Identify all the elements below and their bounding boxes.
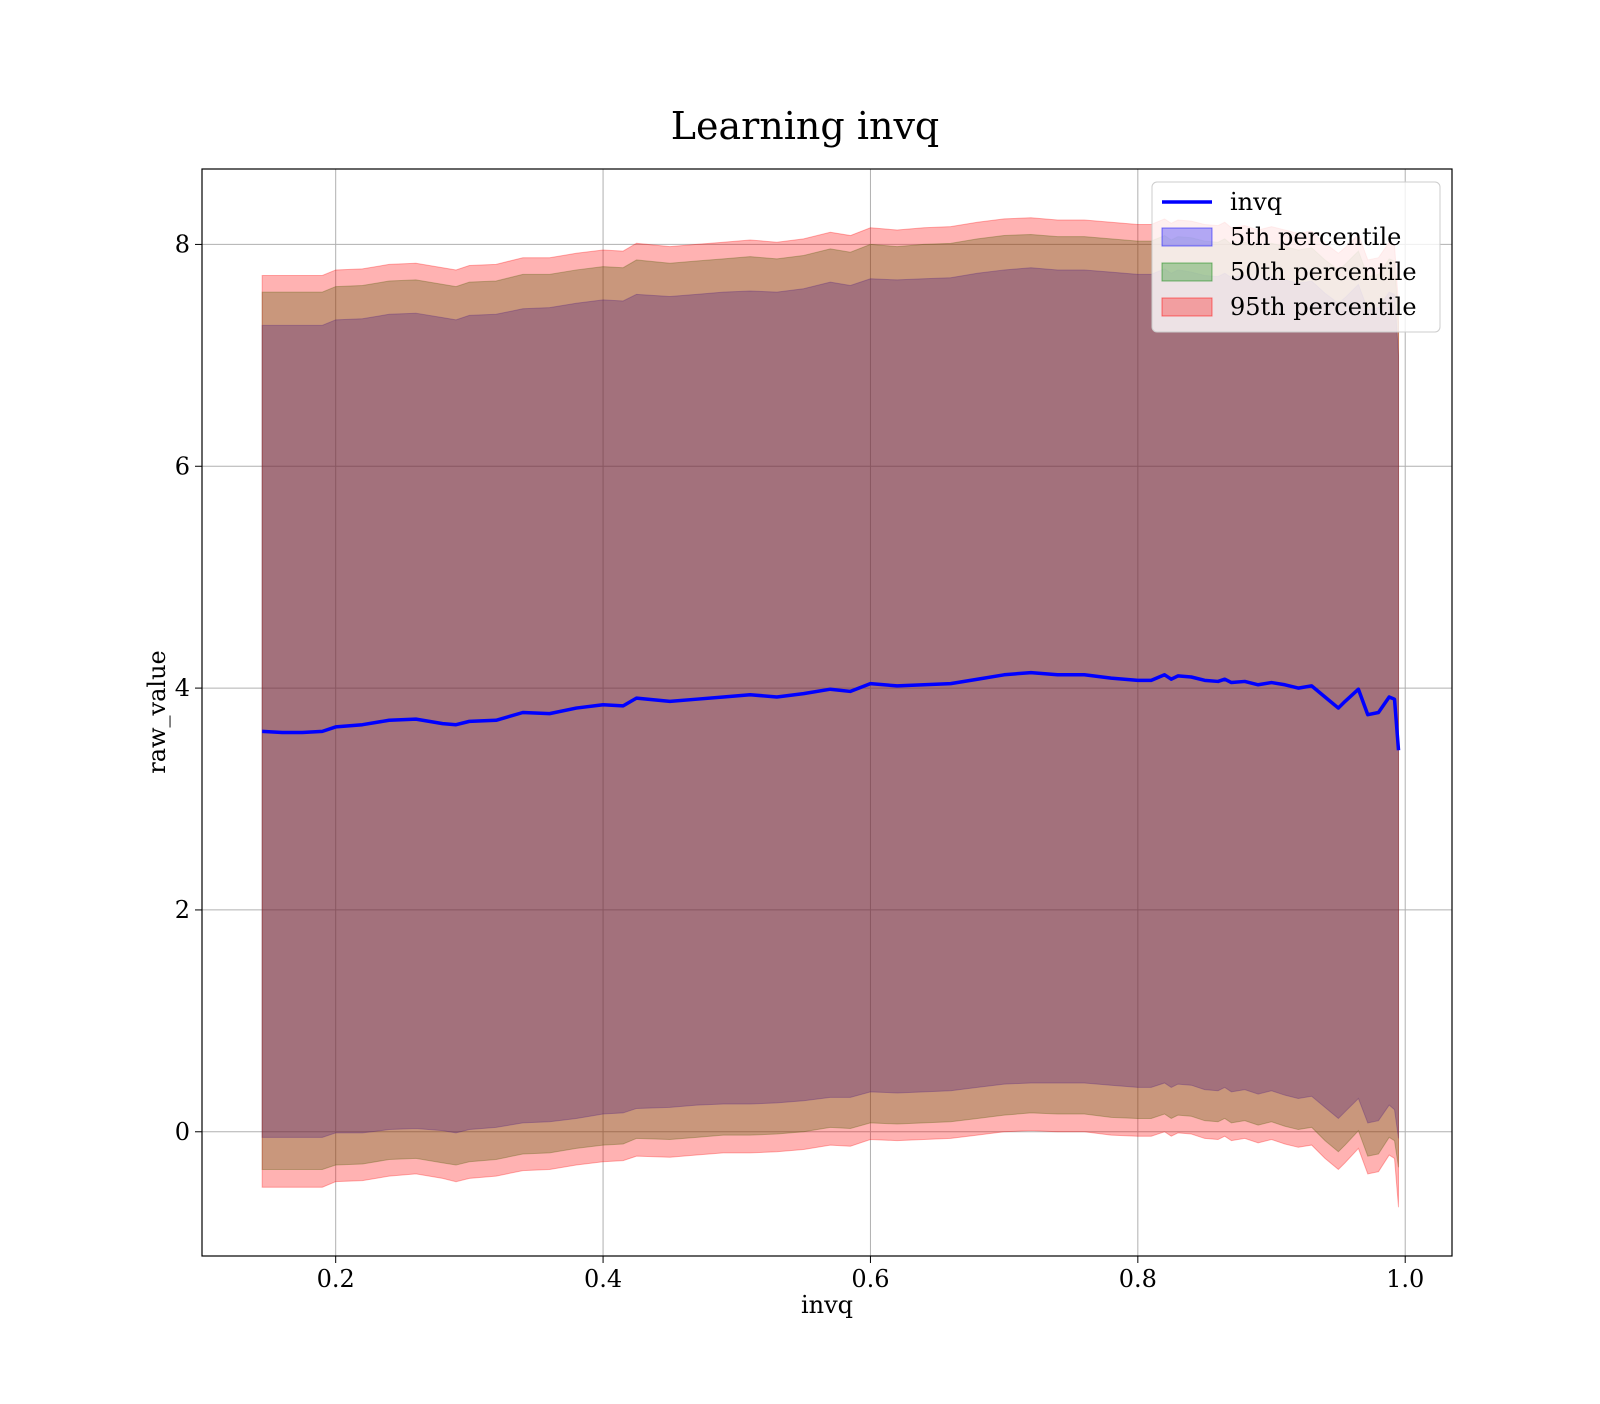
y-tick-label: 0 [175, 1118, 190, 1146]
legend-band-swatch [1161, 227, 1213, 247]
percentile-band-1 [261, 267, 1400, 1139]
y-axis-ticks: 0 2 4 6 8 [175, 230, 202, 1146]
y-tick-label: 2 [175, 896, 190, 924]
series-line-invq [262, 670, 1401, 751]
percentile-band-2 [261, 233, 1400, 1170]
legend-label: 5th percentile [1230, 223, 1401, 251]
x-tick-label: 0.6 [851, 1265, 889, 1293]
legend-items: invq 5th percentile 50th percentile 95th pe… [1161, 188, 1417, 321]
legend-box [1151, 181, 1441, 333]
legend-label: invq [1230, 188, 1282, 216]
legend: invq 5th percentile 50th percentile 95th pe… [1151, 181, 1441, 333]
chart-title: Learning invq [671, 104, 939, 148]
percentile-band-3 [261, 217, 1400, 1208]
series-lines [262, 670, 1401, 751]
legend-band-swatch [1161, 262, 1213, 282]
x-tick-label: 1.0 [1386, 1265, 1424, 1293]
legend-label: 95th percentile [1230, 293, 1417, 321]
y-tick-label: 8 [175, 230, 190, 258]
y-tick-label: 4 [175, 674, 190, 702]
legend-label: 50th percentile [1230, 258, 1417, 286]
x-tick-label: 0.8 [1119, 1265, 1157, 1293]
x-axis-label: invq [801, 1291, 853, 1319]
x-axis-ticks: 0.2 0.4 0.6 0.8 1.0 [317, 1256, 1424, 1293]
x-tick-label: 0.4 [584, 1265, 622, 1293]
y-tick-label: 6 [175, 452, 190, 480]
x-tick-label: 0.2 [317, 1265, 355, 1293]
percentile-bands [261, 217, 1400, 1208]
plot-frame [201, 168, 1453, 1257]
y-axis-label: raw_value [143, 650, 171, 774]
legend-band-swatch [1161, 297, 1213, 317]
